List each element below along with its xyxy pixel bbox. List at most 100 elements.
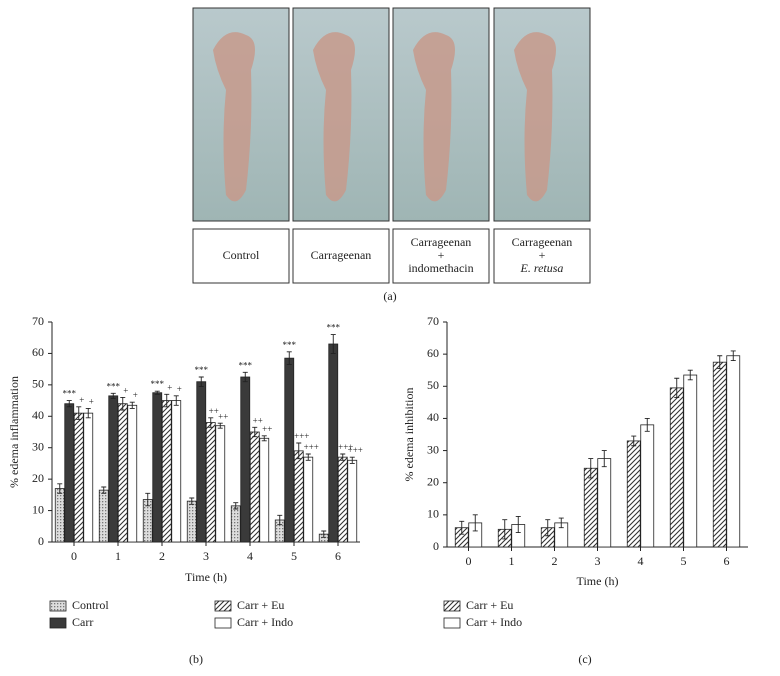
legend-swatch	[49, 600, 67, 612]
significance-label: +	[89, 396, 94, 406]
x-tick-label: 2	[552, 554, 558, 568]
photo-label: +	[539, 248, 546, 262]
bar	[117, 403, 128, 543]
significance-label: ***	[239, 360, 253, 370]
bar	[171, 400, 182, 543]
significance-label: +++	[304, 442, 319, 452]
panel-label: (b)	[189, 652, 203, 666]
error-bar	[252, 426, 258, 438]
y-tick-label: 70	[32, 314, 44, 328]
error-bar	[57, 483, 63, 494]
photo-label: +	[438, 248, 445, 262]
x-tick-label: 6	[335, 549, 341, 563]
significance-label: +++	[294, 431, 309, 441]
bar	[337, 456, 348, 543]
y-tick-label: 0	[433, 539, 439, 553]
bar	[64, 403, 75, 543]
error-bar	[674, 377, 680, 398]
significance-label: +++	[348, 445, 363, 455]
error-bar	[164, 393, 170, 408]
error-bar	[730, 350, 736, 362]
significance-label: ++	[218, 411, 228, 421]
paw	[413, 32, 455, 202]
bar	[161, 400, 172, 543]
error-bar	[296, 442, 302, 460]
x-tick-label: 4	[247, 549, 253, 563]
y-tick-label: 40	[427, 410, 439, 424]
photo-label: indomethacin	[408, 261, 473, 275]
error-bar	[208, 417, 214, 428]
bar	[640, 424, 655, 548]
photo-label: Carrageenan	[311, 248, 372, 262]
error-bar	[349, 456, 355, 464]
bar	[108, 395, 119, 543]
y-tick-label: 50	[427, 378, 439, 392]
bar	[230, 505, 241, 543]
bar	[240, 376, 251, 543]
x-axis-label: Time (h)	[577, 574, 619, 588]
panel-label: (a)	[383, 289, 396, 303]
error-bar	[66, 400, 72, 408]
error-bar	[242, 371, 248, 383]
significance-label: ***	[195, 365, 209, 375]
error-bar	[76, 406, 82, 420]
error-bar	[601, 450, 607, 468]
significance-label: +	[123, 385, 128, 395]
error-bar	[261, 435, 267, 442]
error-bar	[717, 355, 723, 370]
x-tick-label: 6	[724, 554, 730, 568]
paw	[213, 32, 255, 202]
x-tick-label: 2	[159, 549, 165, 563]
legend-label: Carr + Eu	[466, 598, 513, 612]
significance-label: ***	[283, 340, 297, 350]
error-bar	[502, 519, 508, 540]
significance-label: +	[177, 384, 182, 394]
bar	[303, 456, 314, 543]
x-axis-label: Time (h)	[185, 570, 227, 584]
error-bar	[588, 458, 594, 479]
bar	[284, 357, 295, 543]
bar	[205, 422, 216, 543]
error-bar	[189, 497, 195, 505]
x-tick-label: 4	[638, 554, 644, 568]
error-bar	[472, 514, 478, 532]
label-box	[392, 228, 490, 284]
significance-label: ***	[327, 323, 341, 333]
bar	[328, 343, 339, 543]
error-bar	[515, 516, 521, 533]
error-bar	[101, 486, 107, 494]
x-tick-label: 1	[115, 549, 121, 563]
error-bar	[644, 417, 650, 432]
significance-label: +++	[338, 442, 353, 452]
y-axis-label: % edema inhibition	[402, 388, 416, 482]
bar	[186, 500, 197, 543]
legend-label: Carr + Eu	[237, 598, 284, 612]
y-axis-label: % edema inflammation	[7, 376, 21, 488]
bar	[683, 374, 698, 548]
panel-label: (c)	[578, 652, 591, 666]
bar	[726, 355, 741, 548]
legend-swatch	[214, 617, 232, 629]
bar	[127, 404, 138, 543]
error-bar	[217, 422, 223, 429]
error-bar	[120, 396, 126, 411]
significance-label: +	[167, 382, 172, 392]
bar	[597, 458, 612, 548]
label-box	[493, 228, 591, 284]
bar	[215, 425, 226, 543]
bar	[152, 392, 163, 543]
legend-swatch	[49, 617, 67, 629]
error-bar	[233, 502, 239, 510]
paw	[514, 32, 556, 202]
error-bar	[330, 334, 336, 354]
error-bar	[687, 369, 693, 381]
x-tick-label: 5	[291, 549, 297, 563]
error-bar	[545, 519, 551, 537]
legend-label: Control	[72, 598, 109, 612]
bar	[98, 489, 109, 543]
x-tick-label: 1	[509, 554, 515, 568]
significance-label: ++	[209, 406, 219, 416]
bar	[669, 387, 684, 548]
error-bar	[85, 407, 91, 419]
bar	[83, 412, 94, 543]
